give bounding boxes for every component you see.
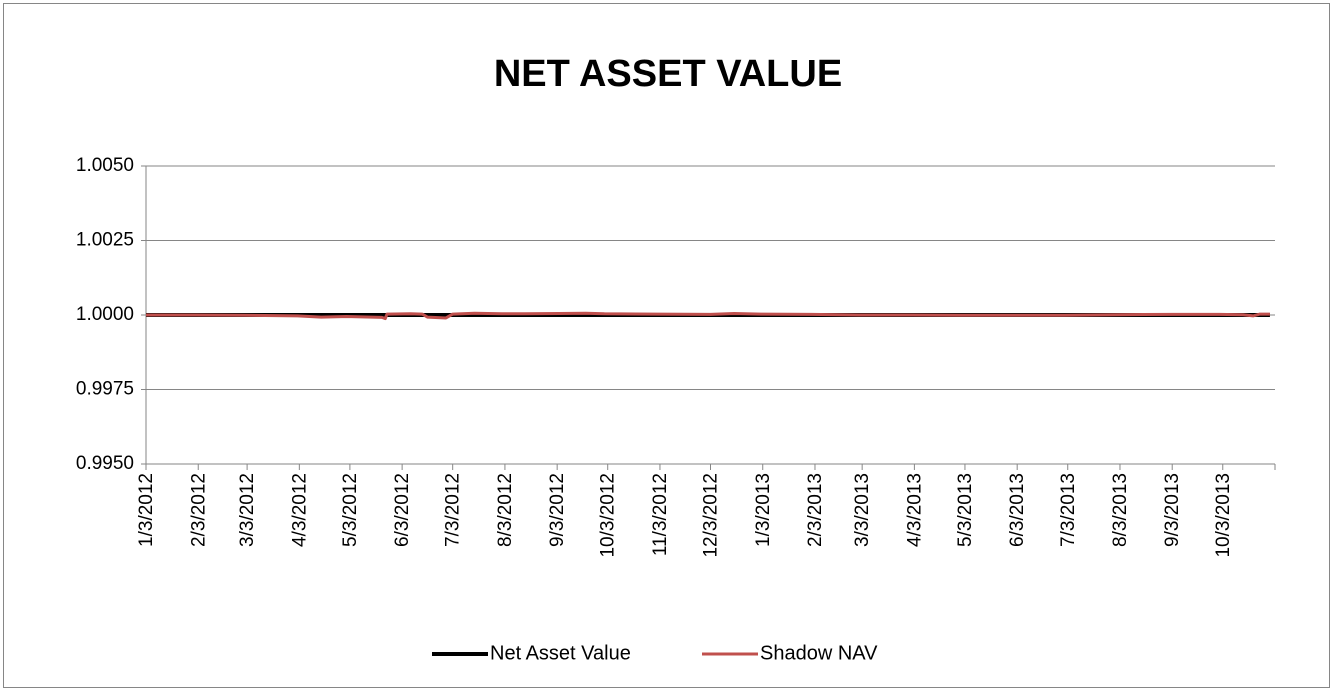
chart-border [3,3,1330,688]
x-tick-label: 10/3/2013 [1213,473,1234,558]
x-tick-label: 2/3/2013 [805,473,826,547]
x-tick-label: 7/3/2012 [443,473,464,547]
y-tick-label: 1.0050 [76,155,134,176]
x-tick-label: 7/3/2013 [1058,473,1079,547]
x-tick-label: 5/3/2013 [955,473,976,547]
y-tick-label: 1.0000 [76,304,134,325]
x-tick-label: 4/3/2012 [289,473,310,547]
x-tick-label: 8/3/2012 [495,473,516,547]
x-tick-label: 5/3/2012 [340,473,361,547]
x-tick-label: 3/3/2012 [237,473,258,547]
x-tick-label: 11/3/2012 [650,473,671,556]
y-tick-label: 1.0025 [76,230,134,251]
x-tick-label: 12/3/2012 [701,473,722,558]
chart-title: NET ASSET VALUE [494,53,842,95]
legend-label: Net Asset Value [490,642,631,664]
x-tick-label: 6/3/2012 [392,473,413,547]
x-tick-label: 6/3/2013 [1007,473,1028,547]
legend-label: Shadow NAV [760,642,878,664]
x-tick-label: 9/3/2012 [547,473,568,547]
x-tick-label: 1/3/2012 [136,473,157,547]
series-line [146,311,1270,321]
x-tick-label: 10/3/2012 [598,473,619,558]
x-tick-label: 4/3/2013 [904,473,925,547]
y-tick-label: 0.9950 [76,453,134,474]
x-tick-label: 1/3/2013 [753,473,774,547]
y-tick-label: 0.9975 [76,379,134,400]
x-tick-label: 3/3/2013 [852,473,873,547]
x-tick-label: 2/3/2012 [188,473,209,547]
x-tick-label: 9/3/2013 [1162,473,1183,547]
x-tick-label: 8/3/2013 [1110,473,1131,547]
